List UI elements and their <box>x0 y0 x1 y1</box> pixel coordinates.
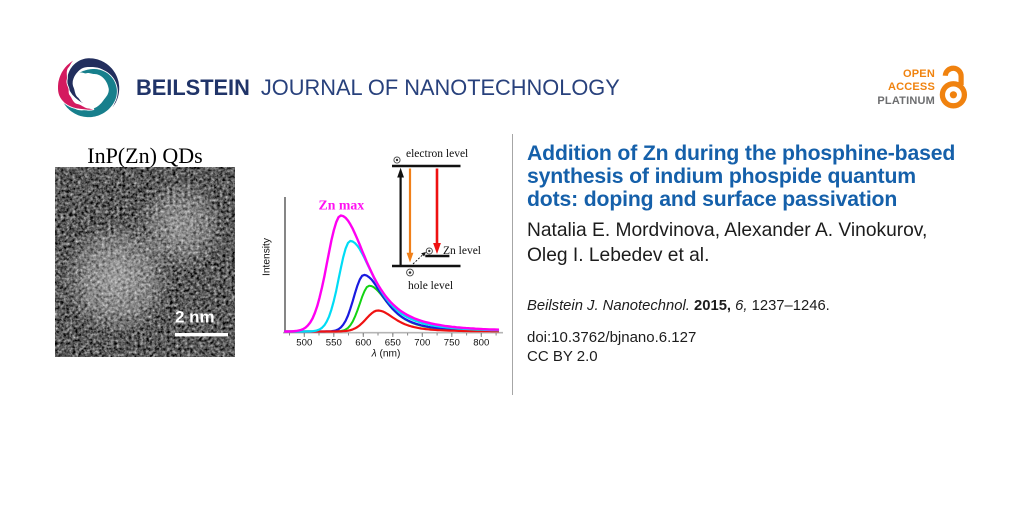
svg-text:800: 800 <box>473 338 489 349</box>
svg-text:Zn level: Zn level <box>443 245 481 257</box>
svg-text:700: 700 <box>414 338 430 349</box>
svg-text:λ (nm): λ (nm) <box>371 349 401 360</box>
svg-text:2 nm: 2 nm <box>175 308 215 327</box>
svg-text:Intensity: Intensity <box>262 237 273 276</box>
svg-text:750: 750 <box>444 338 460 349</box>
svg-text:hole level: hole level <box>408 280 453 292</box>
svg-text:550: 550 <box>326 338 342 349</box>
svg-text:650: 650 <box>385 338 401 349</box>
svg-text:600: 600 <box>355 338 371 349</box>
svg-text:electron level: electron level <box>406 148 468 160</box>
svg-text:500: 500 <box>296 338 312 349</box>
svg-text:Zn max: Zn max <box>319 198 365 213</box>
